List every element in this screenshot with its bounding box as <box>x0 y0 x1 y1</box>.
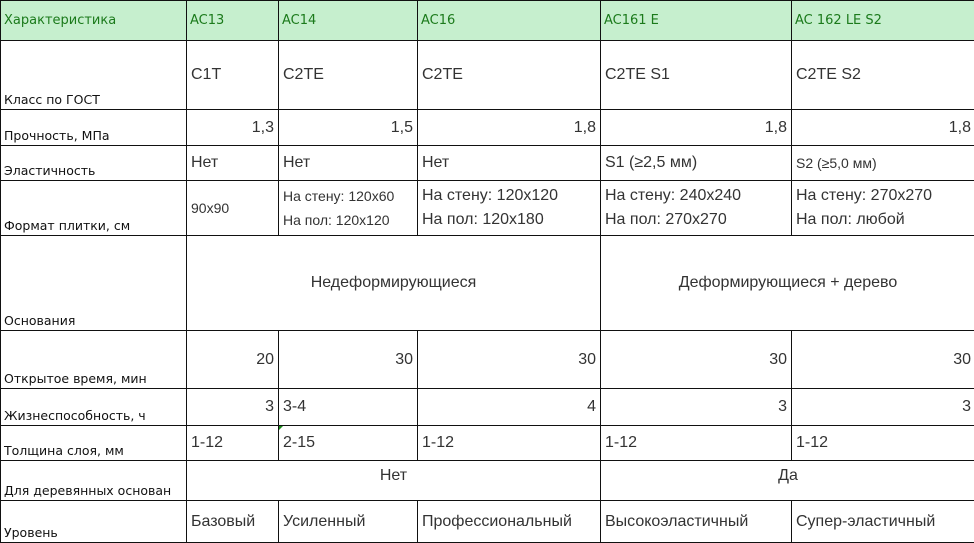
table-row: Прочность, МПа 1,3 1,5 1,8 1,8 1,8 <box>1 110 974 146</box>
header-cell[interactable]: AC13 <box>187 1 279 41</box>
comment-marker-icon[interactable] <box>279 426 285 432</box>
cell-with-comment[interactable]: 2-15 <box>279 426 418 461</box>
cell[interactable]: Базовый <box>187 501 279 543</box>
cell-line: На стену: 120x60 <box>283 184 413 208</box>
table-row: Открытое время, мин 20 30 30 30 30 <box>1 331 974 389</box>
row-label[interactable]: Прочность, МПа <box>1 110 187 146</box>
cell[interactable]: 1-12 <box>601 426 792 461</box>
header-cell[interactable]: AC16 <box>418 1 601 41</box>
cell-line: На пол: 270x270 <box>605 208 787 232</box>
cell[interactable]: 3-4 <box>279 389 418 426</box>
cell-line: На стену: 270x270 <box>796 184 971 208</box>
table-row: Формат плитки, см 90x90 На стену: 120x60… <box>1 181 974 236</box>
row-label[interactable]: Открытое время, мин <box>1 331 187 389</box>
cell[interactable]: 3 <box>187 389 279 426</box>
cell[interactable]: Профессиональный <box>418 501 601 543</box>
cell[interactable]: 3 <box>792 389 974 426</box>
cell-line: На пол: 120x180 <box>422 208 596 232</box>
cell-line: На пол: 120x120 <box>283 208 413 232</box>
header-cell[interactable]: Характеристика <box>1 1 187 41</box>
cell[interactable]: 1,8 <box>418 110 601 146</box>
row-label[interactable]: Жизнеспособность, ч <box>1 389 187 426</box>
cell[interactable]: S1 (≥2,5 мм) <box>601 146 792 181</box>
row-label[interactable]: Основания <box>1 236 187 331</box>
table-row: Толщина слоя, мм 1-12 2-15 1-12 1-12 1-1… <box>1 426 974 461</box>
table-row: Уровень Базовый Усиленный Профессиональн… <box>1 501 974 543</box>
cell-text: 2-15 <box>283 434 315 451</box>
cell[interactable]: C2TE <box>418 41 601 110</box>
row-label[interactable]: Формат плитки, см <box>1 181 187 236</box>
row-label[interactable]: Для деревянных основан <box>1 461 187 501</box>
cell[interactable]: S2 (≥5,0 мм) <box>792 146 974 181</box>
cell-line: На пол: любой <box>796 208 971 232</box>
row-label[interactable]: Класс по ГОСТ <box>1 41 187 110</box>
cell[interactable]: 1-12 <box>187 426 279 461</box>
cell[interactable]: 3 <box>601 389 792 426</box>
row-label[interactable]: Уровень <box>1 501 187 543</box>
cell[interactable]: C2TE <box>279 41 418 110</box>
header-row: Характеристика AC13 AC14 AC16 AC161 E AC… <box>1 1 974 41</box>
cell[interactable]: 1,3 <box>187 110 279 146</box>
cell[interactable]: Супер-эластичный <box>792 501 974 543</box>
cell[interactable]: 20 <box>187 331 279 389</box>
cell[interactable]: 90x90 <box>187 181 279 236</box>
merged-cell[interactable]: Да <box>601 461 974 501</box>
cell[interactable]: C2TE S2 <box>792 41 974 110</box>
row-label[interactable]: Толщина слоя, мм <box>1 426 187 461</box>
cell[interactable]: 30 <box>601 331 792 389</box>
cell[interactable]: 1,8 <box>601 110 792 146</box>
table-row: Жизнеспособность, ч 3 3-4 4 3 3 <box>1 389 974 426</box>
table-row: Эластичность Нет Нет Нет S1 (≥2,5 мм) S2… <box>1 146 974 181</box>
merged-cell[interactable]: Нет <box>187 461 601 501</box>
cell[interactable]: Высокоэластичный <box>601 501 792 543</box>
table-row: Основания Недеформирующиеся Деформирующи… <box>1 236 974 331</box>
row-label[interactable]: Эластичность <box>1 146 187 181</box>
cell-line: На стену: 120x120 <box>422 184 596 208</box>
merged-cell[interactable]: Недеформирующиеся <box>187 236 601 331</box>
cell[interactable]: 1,5 <box>279 110 418 146</box>
table-row: Класс по ГОСТ C1T C2TE C2TE C2TE S1 C2TE… <box>1 41 974 110</box>
cell[interactable]: Нет <box>279 146 418 181</box>
table-row: Для деревянных основан Нет Да <box>1 461 974 501</box>
header-cell[interactable]: AC 162 LE S2 <box>792 1 974 41</box>
cell[interactable]: 1-12 <box>792 426 974 461</box>
cell[interactable]: 30 <box>279 331 418 389</box>
cell[interactable]: C2TE S1 <box>601 41 792 110</box>
header-cell[interactable]: AC161 E <box>601 1 792 41</box>
cell[interactable]: 4 <box>418 389 601 426</box>
header-cell[interactable]: AC14 <box>279 1 418 41</box>
cell[interactable]: 30 <box>792 331 974 389</box>
cell-line: На стену: 240x240 <box>605 184 787 208</box>
cell[interactable]: 1-12 <box>418 426 601 461</box>
cell[interactable]: C1T <box>187 41 279 110</box>
merged-cell[interactable]: Деформирующиеся + дерево <box>601 236 974 331</box>
cell[interactable]: Нет <box>418 146 601 181</box>
cell[interactable]: Усиленный <box>279 501 418 543</box>
cell[interactable]: 30 <box>418 331 601 389</box>
cell[interactable]: 1,8 <box>792 110 974 146</box>
cell[interactable]: Нет <box>187 146 279 181</box>
